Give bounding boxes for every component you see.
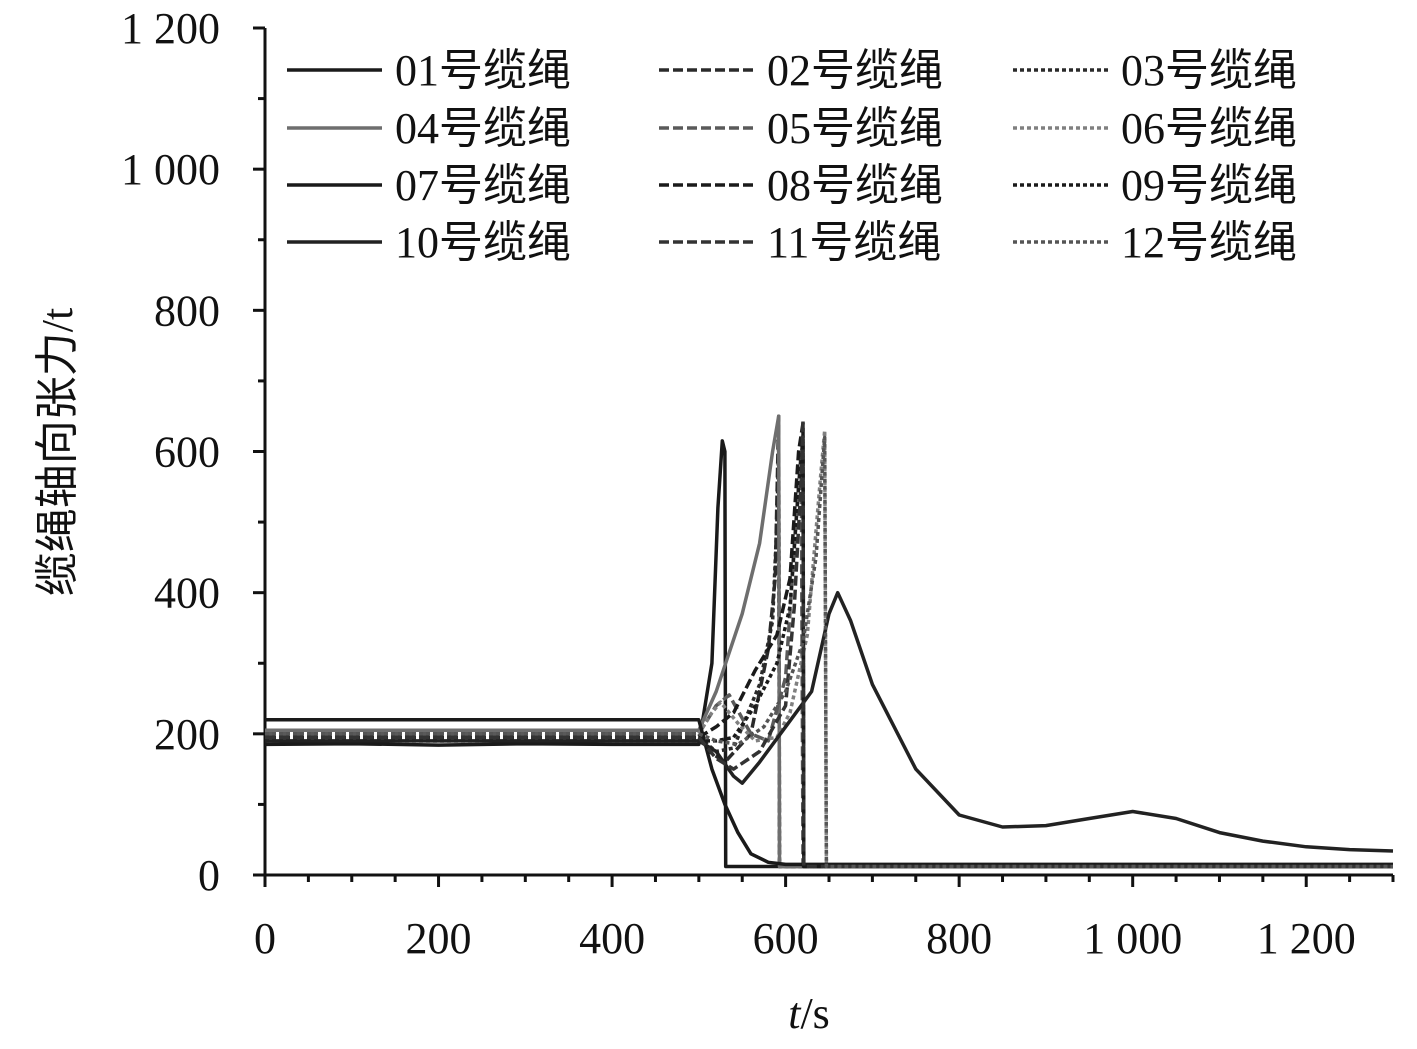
x-axis-ticks: 0 200 400 600 800 1 000 1 200 bbox=[254, 875, 1395, 963]
x-tick-label: 1 200 bbox=[1257, 914, 1356, 963]
x-tick-label: 800 bbox=[926, 914, 992, 963]
y-tick-label: 1 200 bbox=[121, 4, 220, 53]
y-axis-ticks: 0 200 400 600 800 1 000 1 200 bbox=[121, 4, 265, 900]
x-tick-label: 1 000 bbox=[1083, 914, 1182, 963]
series-line-05 bbox=[265, 449, 1393, 869]
x-tick-label: 400 bbox=[579, 914, 645, 963]
legend-label-12: 12号缆绳 bbox=[1121, 218, 1297, 267]
series-line-07 bbox=[265, 717, 1393, 867]
x-tick-label: 0 bbox=[254, 914, 276, 963]
legend-label-07: 07号缆绳 bbox=[395, 161, 571, 210]
x-tick-label: 200 bbox=[406, 914, 472, 963]
x-axis-title-unit: /s bbox=[800, 989, 829, 1038]
y-axis-title: 缆绳轴向张力/t bbox=[33, 308, 82, 596]
series-line-02 bbox=[265, 414, 1393, 869]
y-tick-label: 400 bbox=[154, 569, 220, 618]
legend-label-03: 03号缆绳 bbox=[1121, 46, 1297, 95]
series-line-09 bbox=[265, 435, 1393, 869]
legend-label-01: 01号缆绳 bbox=[395, 46, 571, 95]
series-layer bbox=[264, 414, 1394, 869]
legend-label-06: 06号缆绳 bbox=[1121, 104, 1297, 153]
series-line-12 bbox=[265, 435, 1393, 869]
legend-label-02: 02号缆绳 bbox=[767, 46, 943, 95]
x-axis-title: t/s bbox=[788, 989, 830, 1038]
y-tick-label: 1 000 bbox=[121, 145, 220, 194]
y-tick-label: 800 bbox=[154, 286, 220, 335]
series-line-10 bbox=[265, 590, 1394, 853]
x-axis-title-variable: t bbox=[788, 989, 802, 1038]
y-tick-label: 600 bbox=[154, 428, 220, 477]
legend-label-11: 11号缆绳 bbox=[767, 218, 941, 267]
x-tick-label: 600 bbox=[753, 914, 819, 963]
y-tick-label: 0 bbox=[198, 851, 220, 900]
legend-label-09: 09号缆绳 bbox=[1121, 161, 1297, 210]
legend-label-04: 04号缆绳 bbox=[395, 104, 571, 153]
series-line-04 bbox=[265, 414, 1393, 869]
series-line-08 bbox=[265, 421, 1393, 869]
legend-label-05: 05号缆绳 bbox=[767, 104, 943, 153]
legend-label-10: 10号缆绳 bbox=[395, 218, 571, 267]
series-line-01 bbox=[264, 439, 1393, 869]
y-tick-label: 200 bbox=[154, 710, 220, 759]
series-line-06 bbox=[265, 428, 1393, 869]
series-line-03 bbox=[265, 442, 1393, 869]
legend-label-08: 08号缆绳 bbox=[767, 161, 943, 210]
series-line-11 bbox=[265, 417, 1393, 869]
legend: 01号缆绳 02号缆绳 03号缆绳 04号缆绳 05号缆绳 06号缆绳 07号缆绳 08号缆绳… bbox=[287, 46, 1297, 267]
axes bbox=[263, 28, 1393, 877]
